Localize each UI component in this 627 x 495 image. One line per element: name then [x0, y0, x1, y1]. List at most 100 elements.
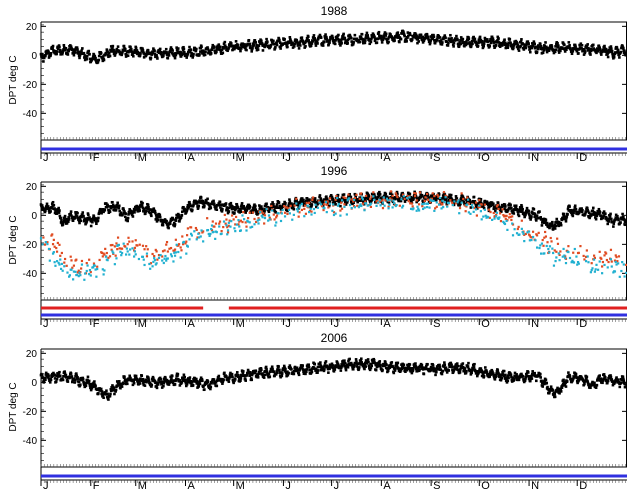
data-point — [567, 245, 570, 248]
data-point — [76, 273, 79, 276]
data-point — [58, 45, 61, 49]
data-point — [130, 50, 134, 53]
data-point — [213, 225, 216, 228]
data-point — [559, 222, 563, 225]
data-point — [573, 204, 577, 208]
data-point — [462, 200, 466, 203]
data-point — [325, 37, 329, 41]
data-point — [329, 194, 333, 197]
data-point — [458, 207, 462, 210]
data-point — [72, 278, 75, 281]
data-point — [221, 208, 224, 211]
data-point — [214, 237, 217, 240]
series-0 — [39, 29, 627, 65]
data-point — [434, 207, 437, 210]
data-point — [586, 43, 589, 46]
data-point — [251, 211, 255, 214]
data-point — [598, 250, 601, 253]
data-point — [538, 210, 541, 213]
data-point — [449, 193, 453, 197]
data-point — [258, 218, 261, 221]
data-point — [527, 42, 530, 46]
data-point — [366, 192, 370, 196]
data-point — [622, 218, 626, 221]
data-point — [133, 250, 137, 253]
data-point — [565, 215, 569, 218]
month-label: A — [187, 152, 195, 164]
data-point — [332, 203, 335, 206]
data-point — [523, 239, 526, 243]
data-point — [128, 240, 131, 243]
data-point — [288, 200, 292, 203]
data-point — [525, 206, 529, 210]
data-point — [396, 31, 400, 34]
data-point — [186, 245, 190, 248]
data-point — [334, 39, 337, 42]
data-point — [502, 213, 505, 217]
data-point — [598, 211, 602, 214]
data-point — [472, 210, 475, 213]
data-point — [583, 50, 587, 53]
data-point — [343, 205, 346, 208]
data-point — [457, 199, 460, 202]
data-point — [518, 206, 522, 209]
data-point — [181, 243, 185, 246]
data-point — [327, 204, 331, 208]
data-point — [516, 42, 519, 45]
data-point — [548, 245, 552, 248]
data-point — [526, 40, 530, 43]
data-point — [174, 216, 178, 220]
data-point — [67, 216, 70, 219]
data-point — [605, 49, 609, 53]
data-point — [203, 53, 207, 57]
data-point — [121, 213, 124, 217]
data-point — [245, 225, 248, 228]
chart-title: 1988 — [321, 4, 348, 18]
data-point — [306, 37, 309, 41]
data-point — [342, 196, 345, 199]
data-point — [513, 228, 516, 231]
data-point — [406, 34, 410, 38]
y-tick-label: -20 — [23, 80, 38, 91]
data-point — [220, 229, 223, 233]
data-point — [471, 206, 474, 209]
data-point — [266, 40, 269, 44]
data-point — [185, 234, 189, 237]
data-point — [248, 205, 252, 209]
data-point — [447, 41, 450, 45]
data-point — [296, 210, 299, 213]
data-point — [180, 51, 183, 54]
data-point — [491, 37, 495, 40]
data-point — [325, 211, 328, 214]
data-point — [383, 204, 386, 207]
data-point — [501, 208, 504, 211]
data-point — [247, 220, 250, 223]
data-point — [414, 32, 417, 35]
data-point — [488, 39, 492, 43]
data-point — [44, 207, 48, 210]
data-point — [89, 274, 92, 277]
data-point — [226, 211, 230, 215]
data-point — [503, 203, 507, 207]
data-point — [427, 35, 430, 39]
data-point — [479, 200, 482, 203]
data-point — [74, 51, 77, 54]
data-point — [232, 218, 235, 221]
data-point — [427, 196, 431, 199]
data-point — [331, 201, 335, 205]
data-point — [60, 218, 63, 222]
data-point — [81, 211, 85, 214]
data-point — [402, 195, 405, 198]
data-point — [490, 35, 494, 39]
data-point — [155, 53, 158, 57]
data-point — [435, 201, 438, 204]
data-point — [217, 202, 221, 205]
data-point — [174, 53, 178, 57]
chart-title: 1996 — [321, 164, 348, 178]
data-point — [72, 53, 76, 57]
data-point — [95, 275, 98, 278]
data-point — [303, 207, 306, 211]
data-point — [112, 251, 115, 254]
data-point — [520, 203, 523, 207]
data-point — [328, 38, 332, 42]
